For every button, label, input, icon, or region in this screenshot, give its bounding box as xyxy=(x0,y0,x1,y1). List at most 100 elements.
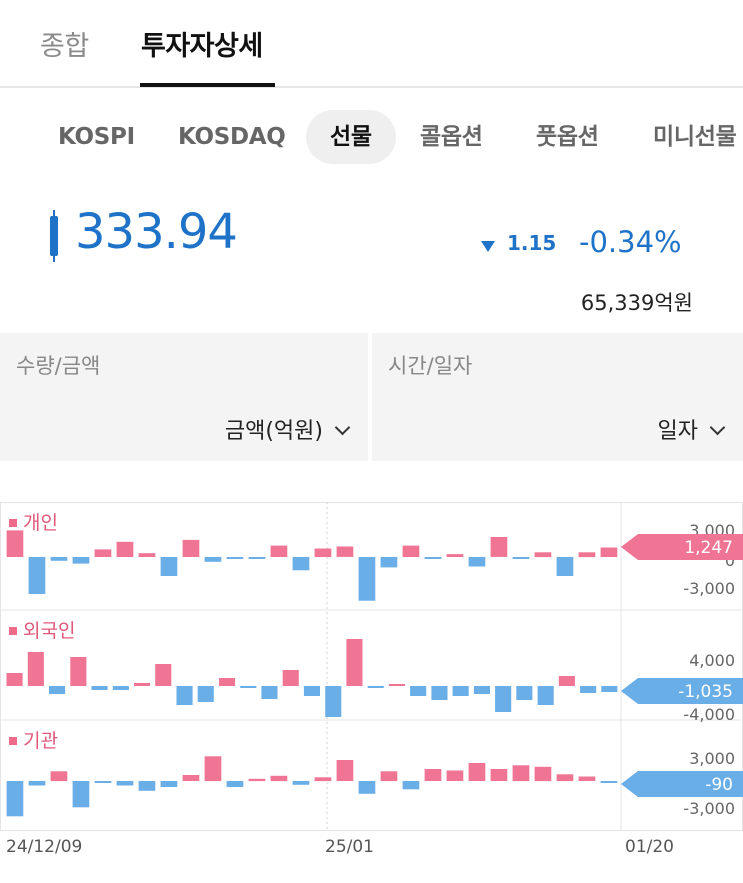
bar-개인 xyxy=(468,557,486,567)
bar-외국인 xyxy=(27,652,44,686)
price-change: 1.15 xyxy=(507,231,557,255)
bar-외국인 xyxy=(558,676,575,686)
unit-filter[interactable]: 수량/금액 금액(억원) xyxy=(0,333,368,461)
bar-외국인 xyxy=(6,673,23,686)
bar-개인 xyxy=(160,557,178,576)
current-value-badge xyxy=(621,771,743,797)
bar-기관 xyxy=(402,781,420,790)
bar-개인 xyxy=(182,539,200,557)
period-filter[interactable]: 시간/일자 일자 xyxy=(372,333,743,461)
bar-외국인 xyxy=(134,683,151,686)
bar-외국인 xyxy=(176,686,193,705)
tab-summary[interactable]: 종합 xyxy=(40,31,89,62)
trade-amount: 65,339억원 xyxy=(580,291,693,315)
tab-put-option[interactable]: 풋옵션 xyxy=(536,124,599,150)
bar-기관 xyxy=(116,781,134,786)
bar-개인 xyxy=(50,557,68,561)
bar-외국인 xyxy=(303,686,320,696)
bar-기관 xyxy=(468,763,486,781)
bar-외국인 xyxy=(580,686,597,693)
down-arrow-icon xyxy=(481,241,495,252)
bar-기관 xyxy=(248,778,266,782)
tab-investor-detail[interactable]: 투자자상세 xyxy=(141,31,263,62)
bar-기관 xyxy=(292,781,310,785)
bar-기관 xyxy=(182,775,200,781)
bar-외국인 xyxy=(346,639,363,686)
period-filter-label: 시간/일자 xyxy=(388,354,473,378)
bar-외국인 xyxy=(431,686,448,700)
bar-기관 xyxy=(204,756,222,782)
bar-개인 xyxy=(292,557,310,571)
bar-기관 xyxy=(556,774,574,782)
tab-call-option[interactable]: 콜옵션 xyxy=(420,124,483,150)
x-axis-label: 25/01 xyxy=(325,837,374,857)
bar-기관 xyxy=(28,781,46,786)
bar-개인 xyxy=(446,554,464,557)
bar-외국인 xyxy=(367,686,384,688)
bar-개인 xyxy=(358,557,376,601)
bar-개인 xyxy=(490,537,508,557)
bar-기관 xyxy=(490,769,508,781)
bar-기관 xyxy=(446,770,464,781)
bar-외국인 xyxy=(516,686,533,700)
bar-외국인 xyxy=(112,686,129,690)
tab-mini-futures[interactable]: 미니선물 xyxy=(653,124,737,150)
bar-기관 xyxy=(380,771,398,782)
quote-header: 333.94 xyxy=(0,196,743,316)
bar-개인 xyxy=(512,557,530,559)
bar-개인 xyxy=(116,541,134,557)
bar-개인 xyxy=(556,557,574,576)
bar-개인 xyxy=(94,549,112,557)
tab-kosdaq[interactable]: KOSDAQ xyxy=(178,124,286,150)
bar-외국인 xyxy=(91,686,108,690)
current-value-label: 1,247 xyxy=(684,538,733,558)
bar-기관 xyxy=(336,760,354,781)
bar-개인 xyxy=(424,557,442,559)
y-tick-label: 4,000 xyxy=(689,651,735,670)
bar-개인 xyxy=(28,557,46,594)
y-tick-label: -3,000 xyxy=(683,579,735,598)
tab-kospi[interactable]: KOSPI xyxy=(58,124,135,150)
bar-기관 xyxy=(512,765,530,782)
current-value-label: -1,035 xyxy=(678,682,733,702)
bar-외국인 xyxy=(452,686,469,696)
bar-개인 xyxy=(226,557,244,559)
bar-외국인 xyxy=(537,686,554,705)
tab-futures[interactable]: 선물 xyxy=(306,110,396,164)
bar-기관 xyxy=(600,781,618,783)
bar-외국인 xyxy=(495,686,512,712)
market-tab-bar: KOSPI KOSDAQ 선물 콜옵션 풋옵션 미니선물 xyxy=(0,110,743,166)
price-change-percent: -0.34% xyxy=(579,225,682,259)
bar-외국인 xyxy=(197,686,214,702)
bar-외국인 xyxy=(155,664,172,686)
bar-외국인 xyxy=(240,686,257,688)
bar-개인 xyxy=(402,545,420,557)
legend-foreign: 외국인 xyxy=(9,616,75,643)
candle-icon xyxy=(50,210,58,262)
bar-개인 xyxy=(380,557,398,568)
bar-개인 xyxy=(600,547,618,557)
current-value-badge xyxy=(621,534,743,560)
bar-개인 xyxy=(270,545,288,557)
bar-기관 xyxy=(72,781,90,808)
bar-개인 xyxy=(534,552,552,558)
bar-외국인 xyxy=(261,686,278,699)
unit-filter-label: 수량/금액 xyxy=(16,354,101,378)
y-tick-label: 0 xyxy=(725,551,735,570)
current-price: 333.94 xyxy=(75,204,238,260)
bar-외국인 xyxy=(219,678,236,686)
bar-개인 xyxy=(138,553,156,557)
y-tick-label: -3,000 xyxy=(683,799,735,818)
bar-개인 xyxy=(6,530,24,557)
bar-외국인 xyxy=(282,670,299,686)
x-axis-label: 01/20 xyxy=(625,837,674,857)
bar-기관 xyxy=(138,781,156,791)
bar-외국인 xyxy=(70,657,87,686)
unit-filter-select[interactable]: 금액(억원) xyxy=(225,413,351,445)
active-tab-indicator xyxy=(140,83,275,87)
period-filter-select[interactable]: 일자 xyxy=(658,413,726,445)
bar-기관 xyxy=(424,769,442,781)
bar-개인 xyxy=(72,557,90,564)
bar-기관 xyxy=(358,781,376,794)
